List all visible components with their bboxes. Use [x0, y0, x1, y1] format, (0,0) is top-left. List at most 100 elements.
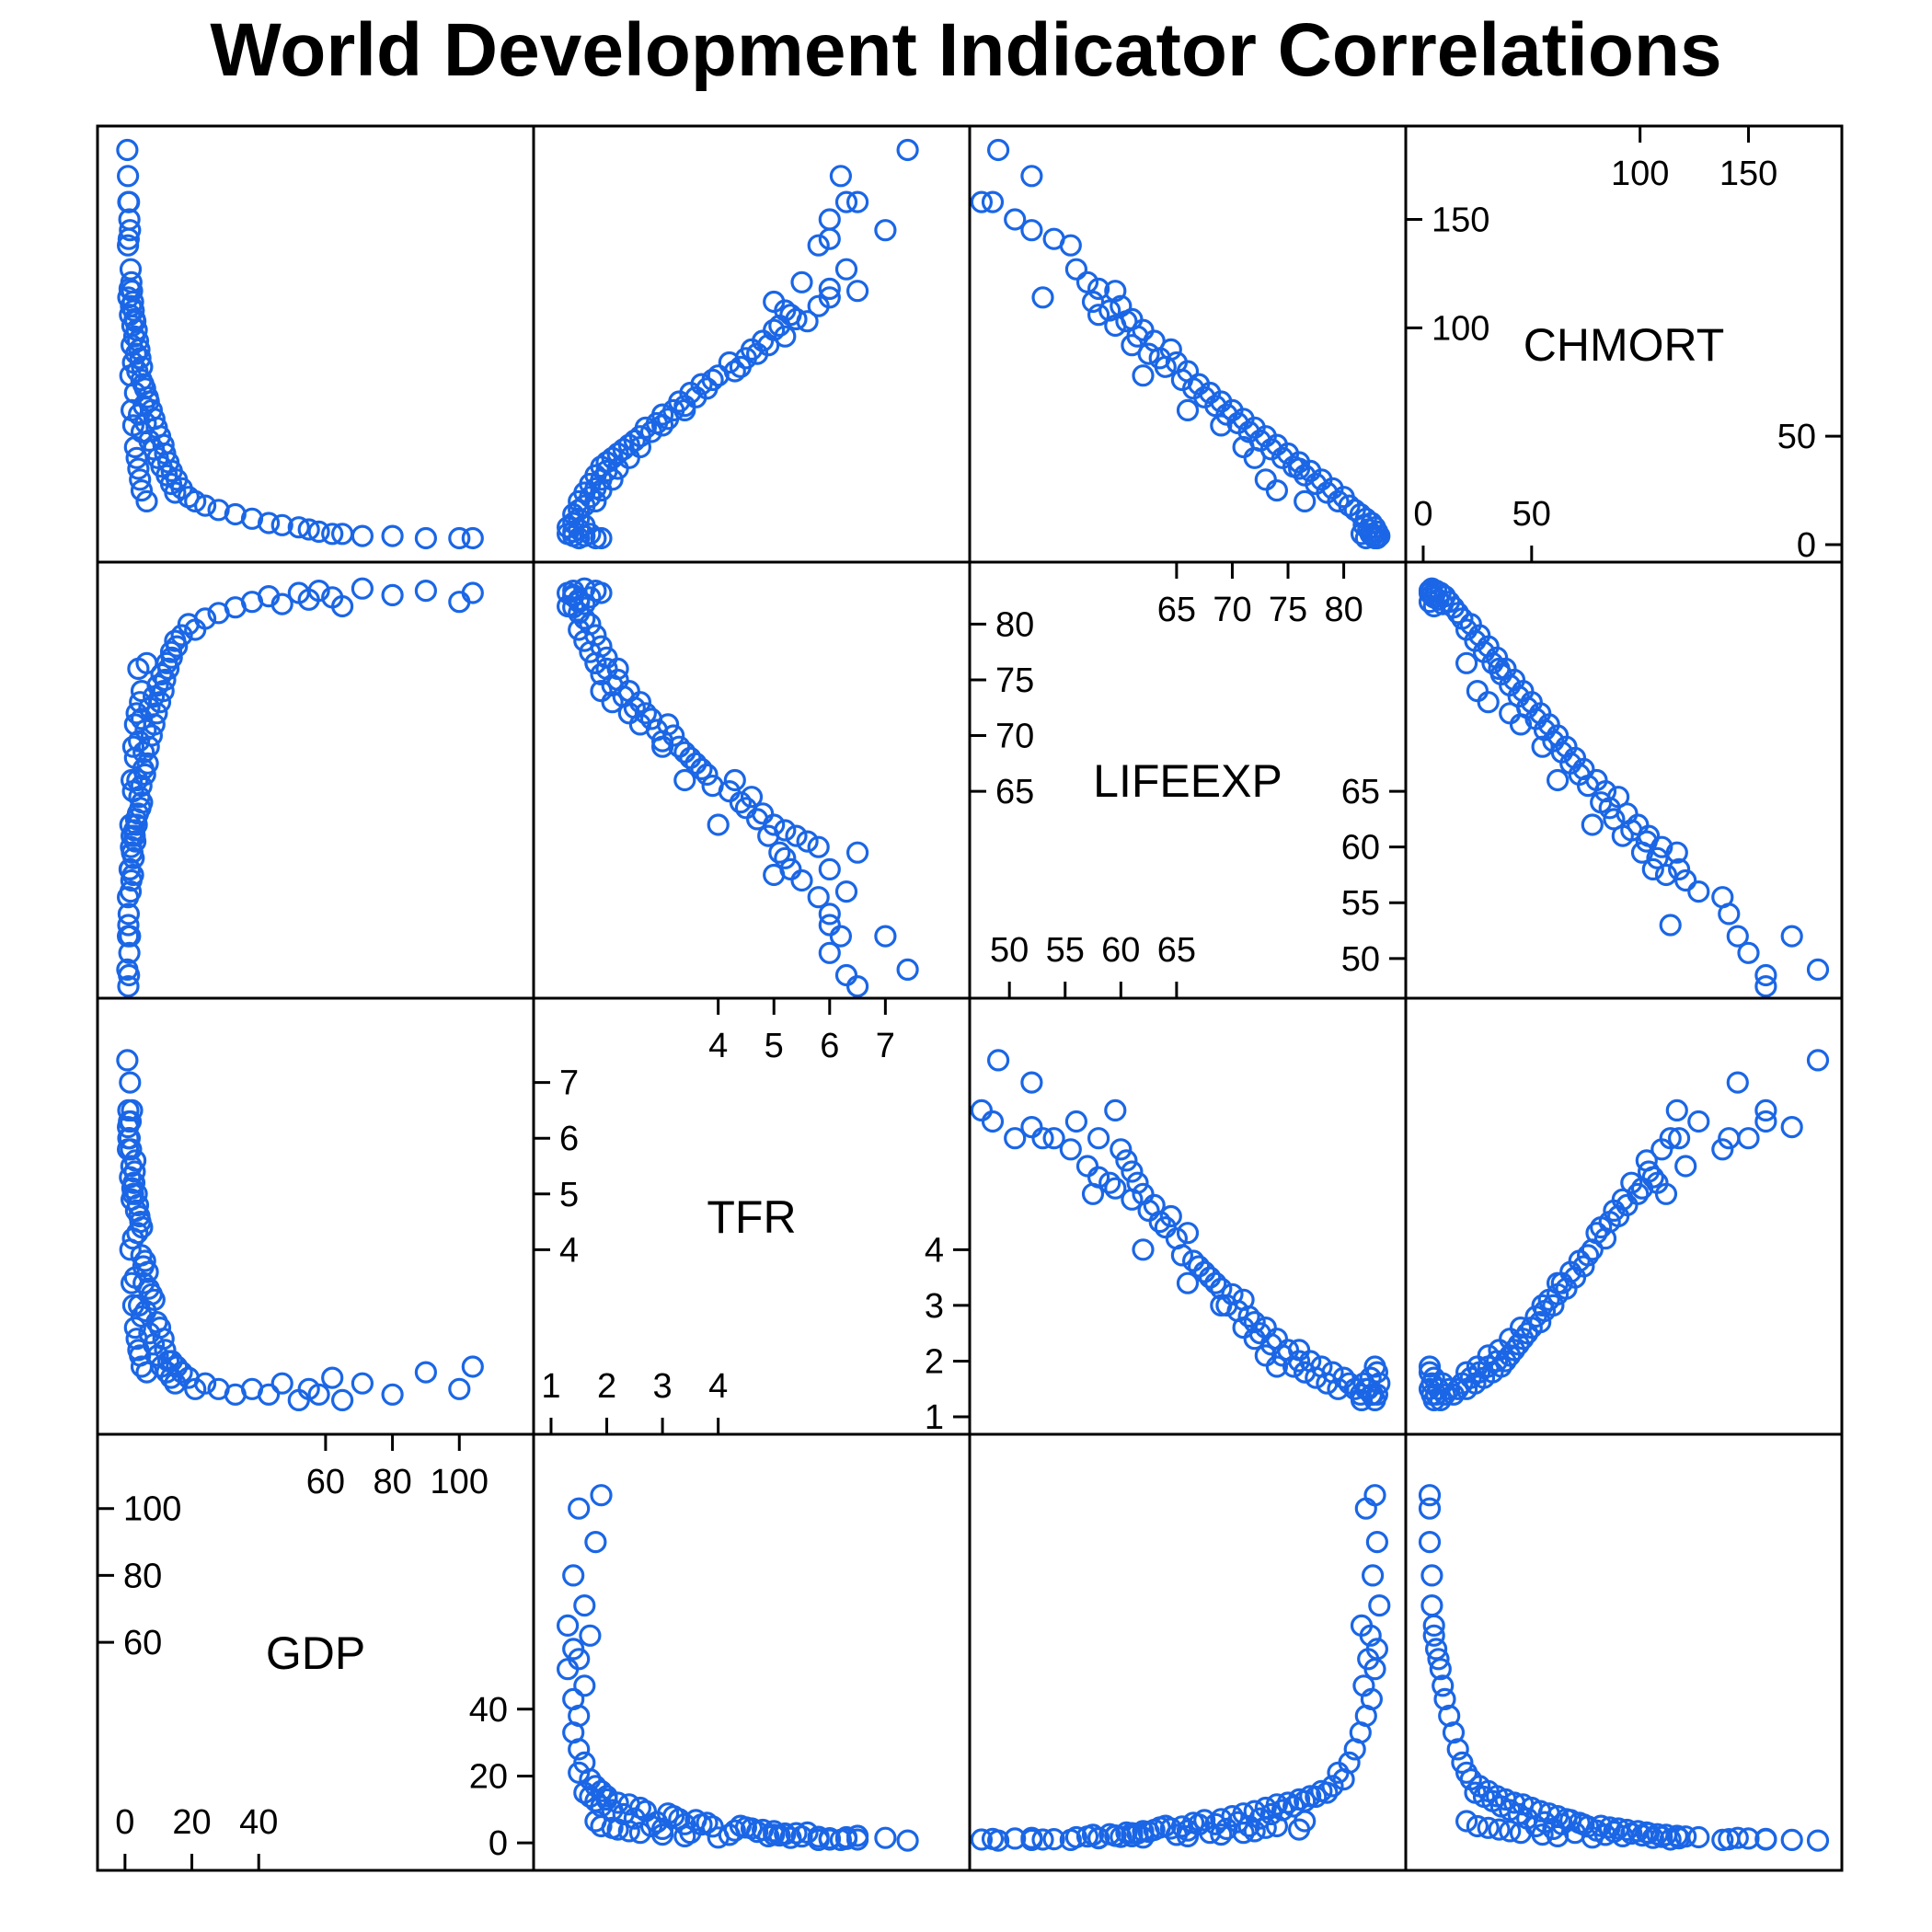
point-6 — [1042, 1827, 1065, 1851]
tick-label-top: 150 — [1719, 155, 1777, 193]
point-78 — [650, 1823, 674, 1846]
point-1 — [829, 925, 853, 948]
point-79 — [130, 478, 154, 502]
tick-label-left: 75 — [995, 661, 1034, 700]
point-19 — [1630, 1177, 1654, 1200]
point-21 — [1620, 1171, 1643, 1194]
point-75 — [1418, 581, 1442, 604]
point-56 — [170, 1361, 193, 1384]
point-77 — [1509, 1822, 1533, 1845]
point-50 — [595, 657, 618, 681]
point-73 — [414, 526, 437, 550]
point-81 — [601, 468, 624, 491]
point-5 — [874, 219, 897, 242]
point-69 — [321, 523, 344, 546]
point-5 — [1726, 1826, 1749, 1849]
point-9 — [790, 270, 813, 293]
point-32 — [690, 757, 713, 781]
point-35 — [136, 752, 159, 775]
point-76 — [1488, 1818, 1511, 1841]
point-21 — [1620, 1822, 1643, 1846]
point-28 — [729, 355, 753, 378]
point-82 — [1243, 1328, 1266, 1351]
point-0 — [1806, 1049, 1830, 1072]
tick-label-right: 0 — [489, 1824, 508, 1863]
point-76 — [127, 457, 150, 480]
point-72 — [562, 583, 585, 607]
point-19 — [1104, 1177, 1127, 1200]
point-28 — [131, 791, 154, 814]
point-35 — [1193, 1809, 1216, 1832]
point-17 — [123, 1160, 146, 1183]
point-14 — [120, 1138, 143, 1161]
tick-label-top: 5 — [765, 1027, 784, 1065]
point-28 — [1590, 791, 1613, 814]
point-0 — [986, 138, 1010, 162]
point-68 — [562, 1638, 585, 1661]
point-12 — [818, 914, 841, 937]
point-20 — [125, 1182, 148, 1205]
point-0 — [896, 1829, 919, 1852]
point-12 — [1031, 1828, 1054, 1851]
tick-label-bottom: 20 — [172, 1803, 211, 1842]
point-70 — [331, 594, 354, 618]
tick-label-right: 55 — [1341, 884, 1380, 923]
point-43 — [639, 707, 663, 730]
point-74 — [1354, 1377, 1377, 1400]
point-75 — [461, 581, 484, 604]
point-1 — [1020, 165, 1043, 188]
point-8 — [119, 880, 143, 903]
point-28 — [1154, 1215, 1177, 1239]
tick-label-bottom: 65 — [1157, 931, 1196, 970]
point-56 — [1321, 1775, 1344, 1798]
point-79 — [1265, 1814, 1289, 1838]
tick-label-left: 100 — [1432, 309, 1489, 348]
point-60 — [1338, 1751, 1361, 1775]
tick-label-left: 7 — [559, 1064, 579, 1103]
point-7 — [807, 886, 830, 909]
tick-label-right: 65 — [1341, 773, 1380, 811]
point-81 — [1254, 1344, 1277, 1367]
point-68 — [1365, 1638, 1389, 1661]
point-56 — [170, 624, 193, 647]
point-74 — [1418, 591, 1442, 614]
point-18 — [796, 310, 819, 333]
point-13 — [1654, 863, 1678, 887]
point-3 — [845, 974, 869, 998]
point-3 — [1754, 974, 1777, 998]
point-24 — [128, 338, 151, 361]
point-67 — [297, 518, 320, 541]
point-0 — [896, 138, 919, 162]
point-73 — [584, 1530, 607, 1554]
point-80 — [673, 398, 696, 421]
point-81 — [129, 691, 152, 714]
tick-label-bottom: 1 — [541, 1367, 560, 1406]
point-32 — [1187, 1255, 1211, 1278]
point-57 — [164, 629, 187, 652]
point-78 — [121, 735, 144, 758]
point-5 — [119, 219, 142, 242]
point-79 — [130, 679, 154, 703]
point-6 — [818, 903, 841, 926]
point-12 — [1659, 914, 1682, 937]
point-9 — [1075, 270, 1099, 293]
point-35 — [684, 752, 707, 775]
point-83 — [1294, 489, 1317, 513]
point-83 — [584, 489, 607, 513]
point-8 — [119, 1110, 143, 1133]
point-0 — [896, 958, 919, 982]
panel-gdp-vs-lifeexp — [970, 1484, 1391, 1852]
point-12 — [1031, 286, 1054, 309]
point-34 — [679, 746, 702, 769]
point-82 — [1243, 1820, 1266, 1843]
point-16 — [1087, 304, 1110, 327]
point-19 — [1104, 314, 1127, 338]
point-6 — [818, 227, 841, 250]
point-7 — [1711, 1828, 1734, 1852]
point-68 — [307, 1383, 330, 1406]
variable-name-chmort: CHMORT — [1524, 319, 1725, 371]
panel-tfr-vs-lifeexp — [970, 1049, 1391, 1412]
point-80 — [121, 1271, 144, 1294]
point-25 — [1603, 1199, 1626, 1223]
point-30 — [707, 1826, 730, 1849]
